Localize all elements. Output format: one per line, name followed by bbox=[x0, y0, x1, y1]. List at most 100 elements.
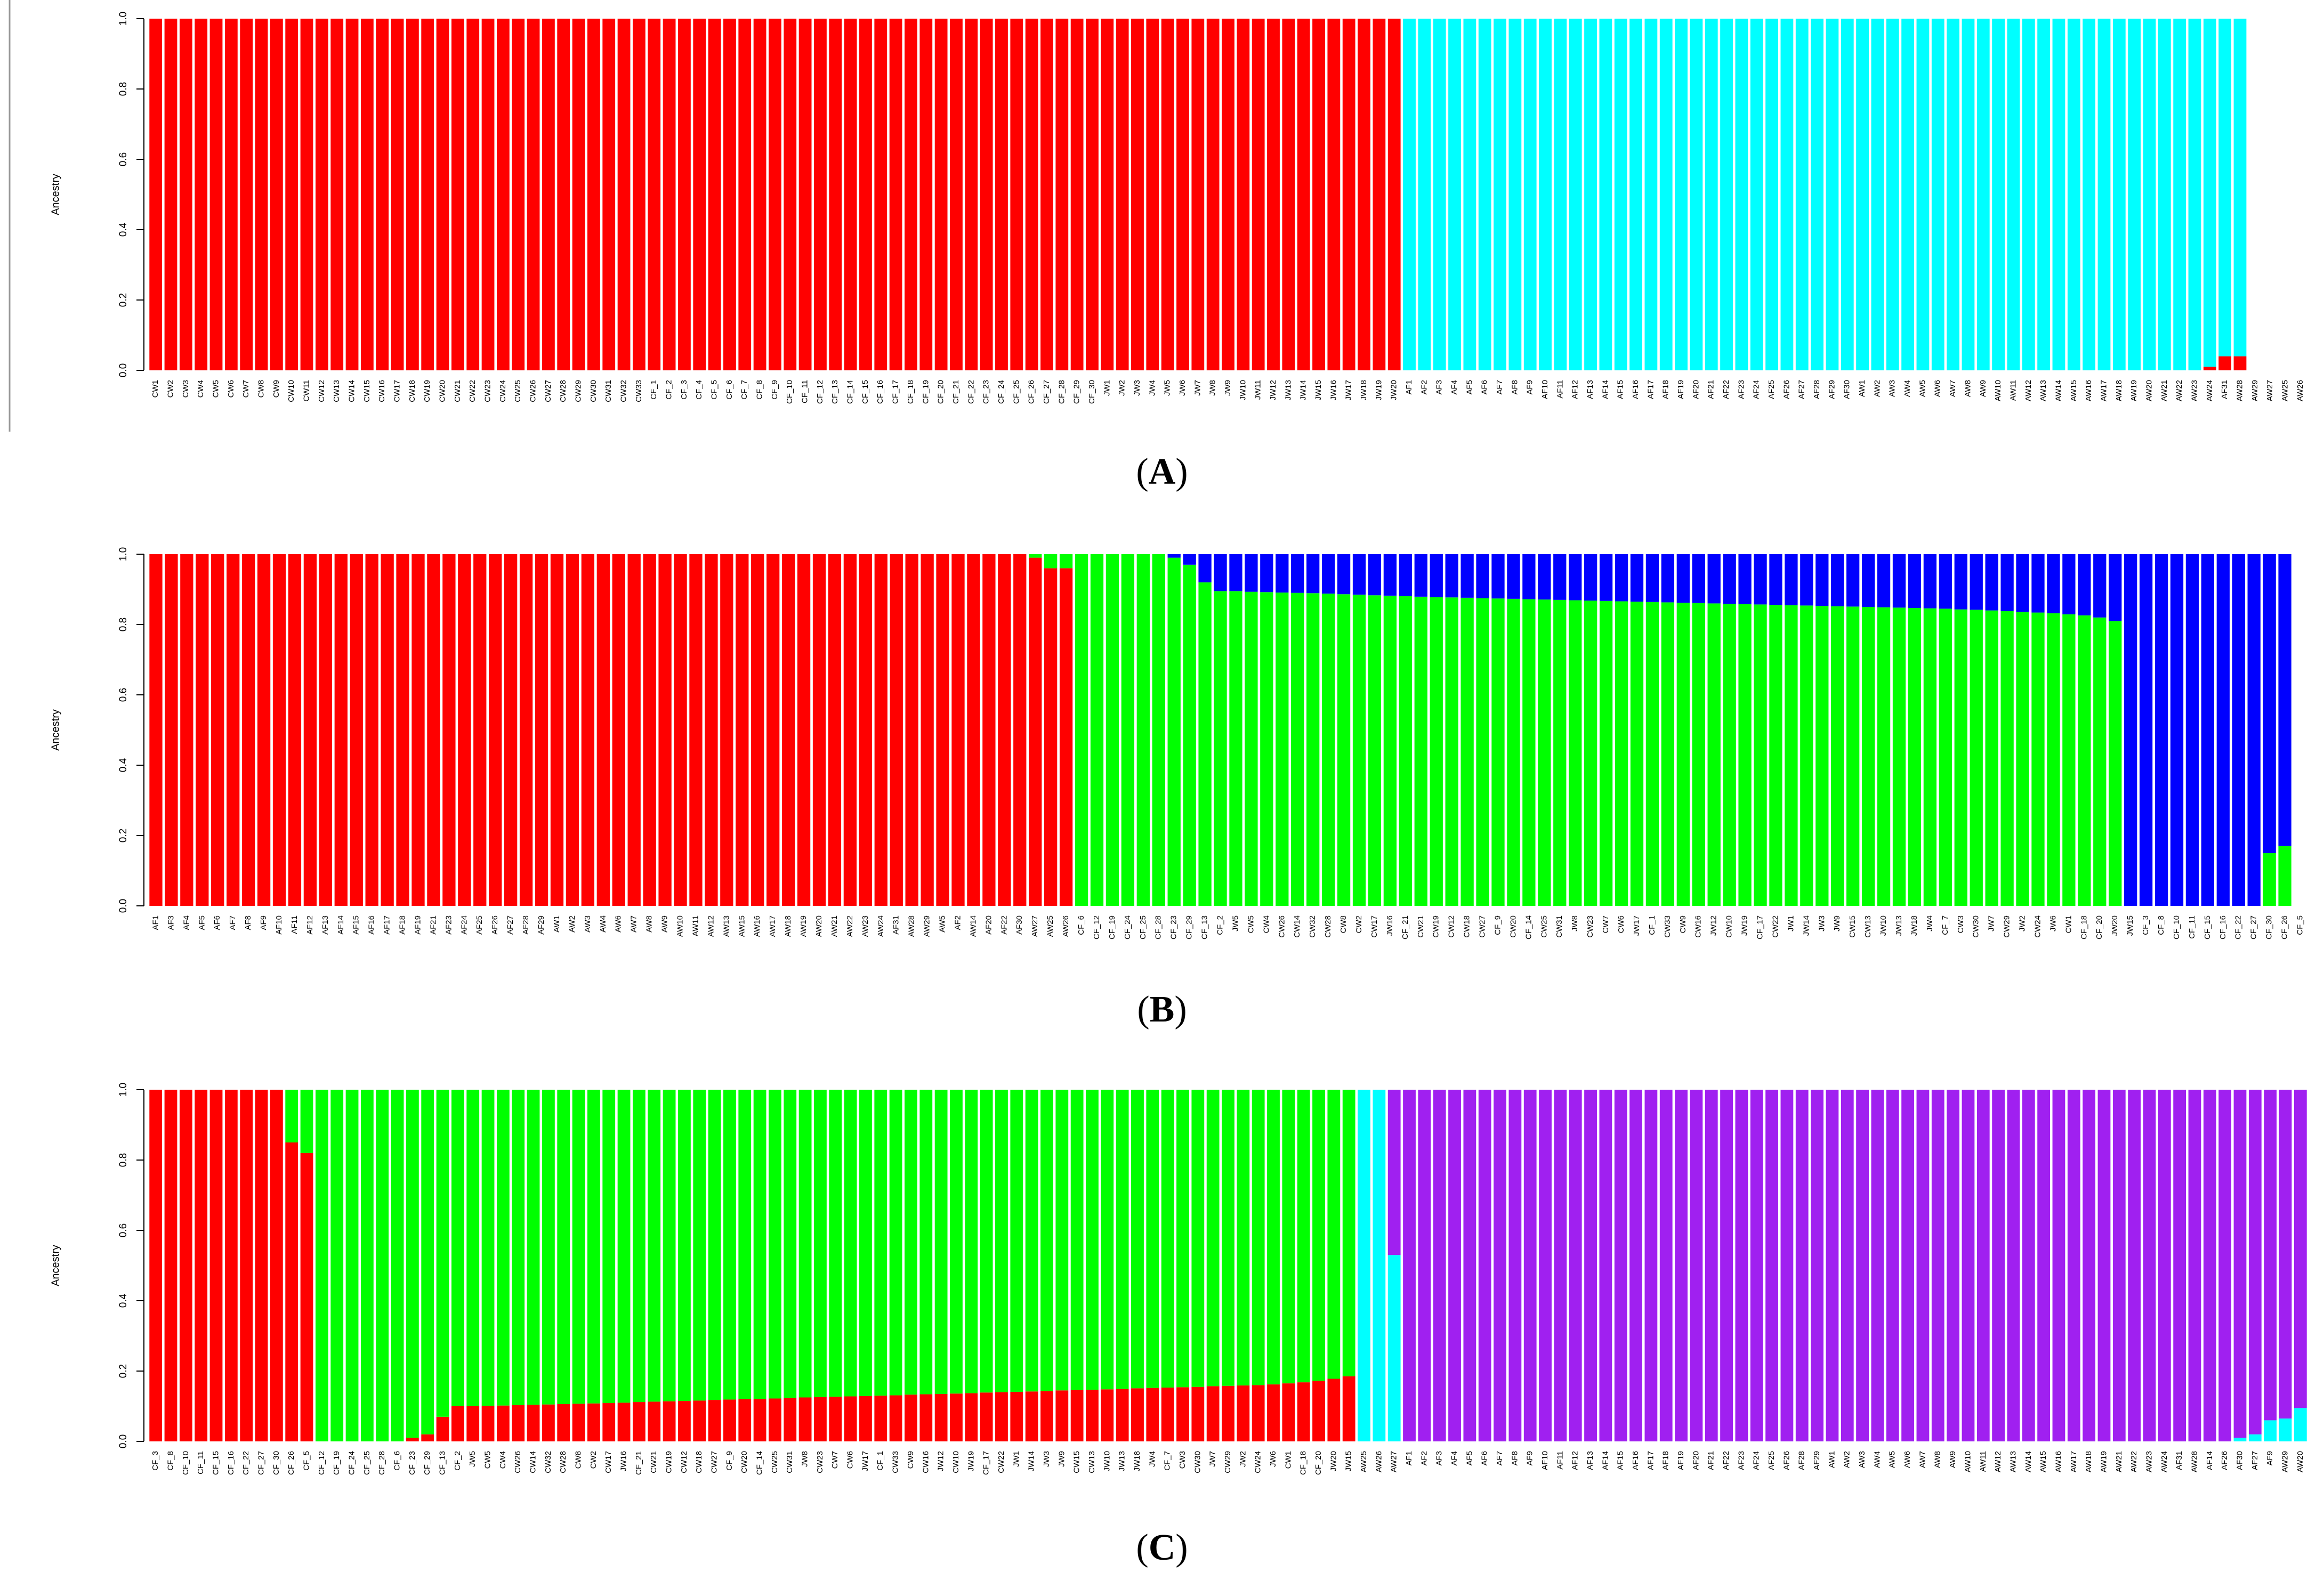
ancestry-bar-green bbox=[1291, 593, 1304, 906]
ancestry-bar-green bbox=[2263, 853, 2276, 906]
ancestry-bar-blue bbox=[2154, 554, 2168, 906]
ancestry-bar-green bbox=[1245, 591, 1258, 906]
ancestry-bar-green bbox=[1661, 602, 1675, 906]
ancestry-bar-green bbox=[2278, 846, 2291, 906]
ancestry-bar-red bbox=[272, 554, 286, 906]
ancestry-bar-green bbox=[980, 1090, 993, 1393]
x-tick-label: CF_14 bbox=[846, 380, 855, 404]
ancestry-bar-red bbox=[566, 554, 579, 906]
ancestry-bar-red bbox=[643, 554, 656, 906]
x-tick-label: AW24 bbox=[2160, 1451, 2169, 1472]
x-tick-label: CF_21 bbox=[634, 1451, 643, 1475]
ancestry-bar-red bbox=[1237, 19, 1250, 370]
ancestry-bar-purple bbox=[1403, 1090, 1416, 1441]
ancestry-bar-green bbox=[1861, 607, 1875, 906]
ancestry-bar-purple bbox=[1659, 1090, 1673, 1441]
ancestry-bar-red bbox=[1010, 1391, 1023, 1441]
ancestry-bar-cyan bbox=[1508, 19, 1522, 370]
ancestry-bar-cyan bbox=[1992, 19, 2005, 370]
x-tick-label: AW25 bbox=[2280, 380, 2289, 401]
ancestry-bar-red bbox=[512, 19, 525, 370]
ancestry-bar-green bbox=[285, 1090, 298, 1142]
ancestry-bar-red bbox=[255, 19, 268, 370]
ancestry-bar-red bbox=[550, 554, 564, 906]
x-tick-label: JW5 bbox=[1163, 380, 1172, 396]
x-tick-label: CW20 bbox=[740, 1451, 749, 1473]
ancestry-bar-red bbox=[1044, 568, 1058, 906]
ancestry-bar-cyan bbox=[1976, 19, 1990, 370]
x-tick-label: AW19 bbox=[2099, 1451, 2108, 1472]
ancestry-bar-purple bbox=[1418, 1090, 1431, 1441]
ancestry-bar-green bbox=[1040, 1090, 1053, 1391]
ancestry-bar-cyan bbox=[2158, 19, 2171, 370]
ancestry-bar-blue bbox=[1569, 554, 1582, 601]
ancestry-bar-red bbox=[427, 554, 440, 906]
x-tick-label: CW4 bbox=[196, 380, 205, 398]
x-tick-label: CW8 bbox=[256, 380, 265, 398]
ancestry-bar-red bbox=[751, 554, 764, 906]
x-tick-label: CF_28 bbox=[1154, 915, 1163, 939]
ancestry-bar-purple bbox=[2158, 1090, 2171, 1441]
x-tick-label: CW32 bbox=[1308, 915, 1317, 938]
ancestry-bar-purple bbox=[1675, 1090, 1688, 1441]
ancestry-bar-green bbox=[844, 1090, 857, 1397]
ancestry-bar-green bbox=[859, 1090, 872, 1396]
ancestry-bar-cyan bbox=[2112, 19, 2126, 370]
x-tick-label: JW18 bbox=[1359, 380, 1368, 400]
x-tick-label: JW19 bbox=[1374, 380, 1383, 400]
x-tick-label: JW3 bbox=[1817, 915, 1826, 931]
x-tick-label: AW23 bbox=[2190, 380, 2199, 401]
ancestry-bar-purple bbox=[1735, 1090, 1748, 1441]
x-tick-label: CW13 bbox=[1863, 915, 1873, 938]
ancestry-bar-green bbox=[1908, 607, 1922, 906]
ancestry-bar-purple bbox=[1886, 1090, 1899, 1441]
ancestry-bar-red bbox=[814, 1397, 827, 1441]
ancestry-bar-blue bbox=[2124, 554, 2137, 906]
ancestry-bar-green bbox=[1116, 1090, 1129, 1389]
ancestry-bar-blue bbox=[1476, 554, 1489, 598]
x-tick-label: AF18 bbox=[398, 915, 407, 935]
ancestry-bar-green bbox=[2109, 621, 2122, 906]
ancestry-bar-red bbox=[1358, 19, 1370, 370]
ancestry-bar-red bbox=[411, 554, 425, 906]
ancestry-bar-red bbox=[658, 554, 672, 906]
ancestry-bar-purple bbox=[2037, 1090, 2051, 1441]
x-tick-label: AF23 bbox=[1737, 380, 1746, 399]
ancestry-bar-blue bbox=[1615, 554, 1628, 602]
ancestry-bar-red bbox=[572, 1404, 585, 1441]
ancestry-bar-red bbox=[936, 554, 949, 906]
ancestry-bar-red bbox=[406, 1438, 419, 1441]
ancestry-bar-cyan bbox=[2067, 19, 2080, 370]
ancestry-bar-red bbox=[736, 554, 749, 906]
ancestry-bar-red bbox=[512, 1405, 525, 1441]
x-tick-label: CF_5 bbox=[2295, 915, 2304, 935]
x-tick-label: CF_15 bbox=[211, 1451, 220, 1475]
x-tick-label: CF_26 bbox=[2280, 915, 2289, 939]
ancestry-bar-green bbox=[512, 1090, 525, 1406]
ancestry-bar-red bbox=[1176, 1387, 1189, 1441]
x-tick-label: CW19 bbox=[665, 1451, 674, 1473]
ancestry-bar-green bbox=[663, 1090, 676, 1401]
ancestry-bar-red bbox=[844, 19, 857, 370]
ancestry-bar-blue bbox=[1321, 554, 1335, 594]
ancestry-bar-green bbox=[421, 1090, 434, 1434]
x-tick-label: CF_19 bbox=[921, 380, 930, 404]
x-tick-label: JW4 bbox=[1148, 380, 1157, 396]
ancestry-bar-cyan bbox=[2037, 19, 2051, 370]
ancestry-bar-red bbox=[678, 1401, 691, 1441]
ancestry-bar-purple bbox=[2188, 1090, 2201, 1441]
ancestry-bar-green bbox=[919, 1090, 933, 1394]
x-tick-label: AF20 bbox=[1691, 380, 1700, 399]
ancestry-bar-red bbox=[889, 1395, 902, 1441]
ancestry-bar-green bbox=[1312, 1090, 1325, 1381]
x-tick-label: CW10 bbox=[1725, 915, 1734, 938]
ancestry-bar-green bbox=[1206, 1090, 1220, 1387]
ancestry-bar-green bbox=[1985, 610, 1998, 906]
ancestry-bar-blue bbox=[1337, 554, 1351, 595]
ancestry-bar-cyan bbox=[2022, 19, 2035, 370]
x-tick-label: CF_8 bbox=[755, 380, 764, 400]
ancestry-bar-blue bbox=[1460, 554, 1474, 598]
x-tick-label: CF_23 bbox=[1169, 915, 1179, 939]
ancestry-bar-red bbox=[365, 554, 378, 906]
x-tick-label: AF27 bbox=[2250, 1451, 2260, 1470]
